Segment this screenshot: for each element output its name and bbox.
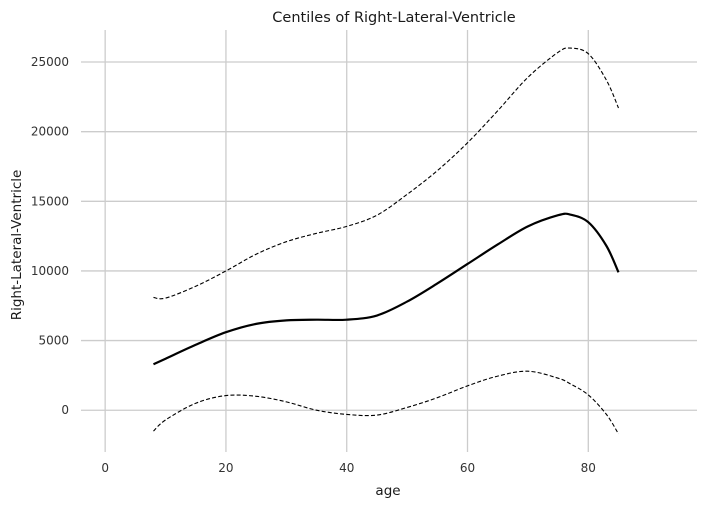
y-tick-label: 10000: [31, 264, 69, 278]
x-axis-label: age: [375, 483, 400, 499]
x-tick-label: 40: [339, 461, 354, 475]
x-tick-label: 60: [460, 461, 475, 475]
y-axis-label: Right-Lateral-Ventricle: [9, 170, 25, 321]
grid: [81, 30, 697, 452]
tick-labels: 0 20 40 60 80 0 5000 10000 15000 20000 25000: [31, 55, 596, 475]
y-tick-label: 25000: [31, 55, 69, 69]
y-tick-label: 5000: [38, 334, 69, 348]
x-tick-label: 80: [581, 461, 596, 475]
lower-centile-line: [153, 370, 619, 435]
series-layer: [153, 47, 620, 435]
y-tick-label: 15000: [31, 194, 69, 208]
y-tick-label: 0: [61, 403, 69, 417]
median-centile-line: [153, 212, 620, 366]
y-tick-label: 20000: [31, 125, 69, 139]
x-tick-label: 0: [101, 461, 109, 475]
chart-title: Centiles of Right-Lateral-Ventricle: [272, 10, 515, 26]
upper-centile-line: [153, 47, 619, 300]
x-tick-label: 20: [218, 461, 233, 475]
